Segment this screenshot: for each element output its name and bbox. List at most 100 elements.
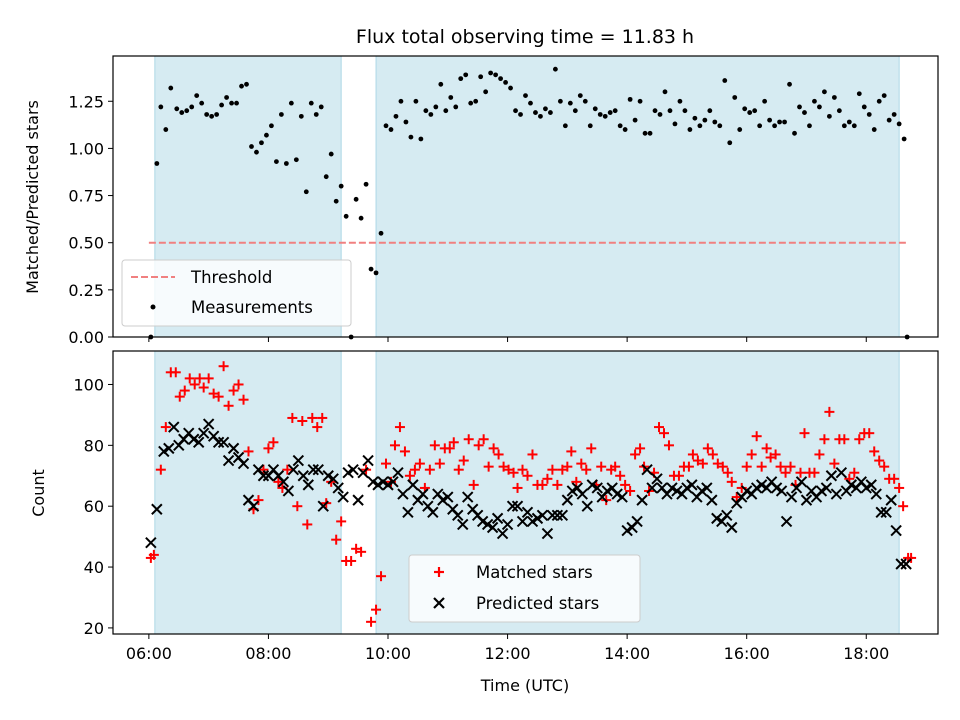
measurement-point (657, 112, 663, 117)
matched-star-point (630, 449, 641, 460)
measurement-point (642, 130, 648, 136)
matched-star-point (297, 415, 308, 426)
measurement-point (513, 108, 518, 114)
measurement-point (363, 181, 369, 187)
predicted-star-point (452, 509, 464, 522)
predicted-star-point (417, 488, 429, 500)
x-tick-label: 18:00 (843, 644, 889, 663)
bottom-y-tick-label: 20 (84, 619, 104, 638)
chart-title: Flux total observing time = 11.83 h (356, 26, 694, 48)
predicted-star-point (332, 482, 344, 494)
predicted-star-point (163, 442, 175, 455)
measurement-point (662, 89, 668, 95)
matched-star-point (542, 473, 553, 484)
matched-star-point (312, 422, 323, 433)
predicted-star-point (581, 500, 593, 512)
measurement-point (498, 76, 503, 82)
predicted-star-point (312, 463, 324, 476)
shaded-interval-0 (154, 350, 342, 635)
predicted-star-point (407, 479, 419, 491)
measurement-point (817, 104, 822, 110)
measurement-point (179, 110, 185, 115)
measurement-point (288, 100, 294, 106)
matched-star-point (819, 434, 830, 445)
predicted-star-point (202, 418, 215, 430)
measurement-points (148, 66, 910, 340)
measurement-point (886, 117, 892, 123)
matched-star-point (179, 385, 190, 396)
predicted-star-point (397, 488, 409, 500)
predicted-star-point (427, 506, 439, 518)
measurement-point (274, 159, 279, 165)
predicted-star-point (277, 476, 290, 488)
measurement-point (667, 108, 673, 114)
matched-star-point (596, 461, 607, 472)
measurement-point (264, 132, 269, 138)
matched-star-point (576, 458, 587, 469)
predicted-star-point (556, 509, 569, 522)
matched-star-point (389, 440, 400, 451)
predicted-star-point (631, 515, 643, 528)
matched-star-point (228, 385, 239, 396)
matched-star-point (356, 546, 367, 557)
matched-star-point (615, 470, 626, 481)
measurement-point (423, 108, 429, 114)
top-y-tick-label: 0.75 (68, 187, 104, 206)
measurement-point (293, 157, 299, 163)
predicted-star-point (880, 506, 892, 518)
matched-star-point (307, 412, 318, 423)
predicted-star-point (636, 494, 648, 506)
predicted-star-point (462, 491, 474, 503)
matched-star-point (683, 461, 694, 472)
matched-star-point (463, 434, 474, 445)
matched-star-point (552, 479, 563, 490)
matched-star-point (697, 458, 708, 469)
predicted-star-point (402, 506, 414, 518)
matched-star-point (537, 479, 548, 490)
predicted-star-point (576, 488, 589, 500)
matched-star-point (874, 455, 885, 466)
matched-star-point (493, 449, 504, 460)
measurement-point (552, 66, 558, 72)
matched-star-point (263, 443, 274, 454)
measurement-point (283, 161, 289, 166)
matched-star-point (879, 461, 890, 472)
measurement-point (204, 112, 210, 117)
predicted-star-point (197, 427, 210, 439)
measurement-point (244, 81, 249, 87)
measurement-point (602, 113, 608, 119)
predicted-star-point (257, 470, 270, 482)
matched-star-point (478, 434, 489, 445)
matched-star-point (654, 422, 665, 433)
matched-star-point (625, 485, 636, 496)
matched-star-point (148, 549, 159, 560)
measurement-point (368, 266, 374, 272)
x-tick-label: 12:00 (485, 644, 531, 663)
matched-star-point (571, 476, 582, 487)
measurement-point (861, 104, 867, 110)
matched-star-point (761, 443, 772, 454)
matched-star-point (620, 479, 631, 490)
measurement-point (408, 134, 414, 140)
matched-star-point (424, 464, 435, 475)
x-tick-label: 06:00 (126, 644, 172, 663)
matched-star-point (371, 604, 382, 615)
matched-star-point (527, 449, 538, 460)
predicted-star-point (895, 558, 907, 570)
bottom-y-tick-label: 100 (73, 375, 104, 394)
matched-star-point (707, 449, 718, 460)
top-axes-frame (112, 55, 939, 338)
matched-star-point (160, 422, 171, 433)
matched-star-point (273, 476, 284, 487)
matched-star-point (184, 373, 195, 384)
predicted-star-point (546, 509, 559, 522)
measurement-point (154, 161, 160, 166)
measurement-point (269, 123, 274, 129)
measurement-point (219, 102, 225, 108)
legend-threshold-label: Threshold (190, 268, 272, 287)
matched-star-point (346, 555, 357, 566)
measurement-point (478, 74, 484, 80)
matched-star-point (770, 449, 781, 460)
legend-measurements-label: Measurements (191, 298, 313, 317)
